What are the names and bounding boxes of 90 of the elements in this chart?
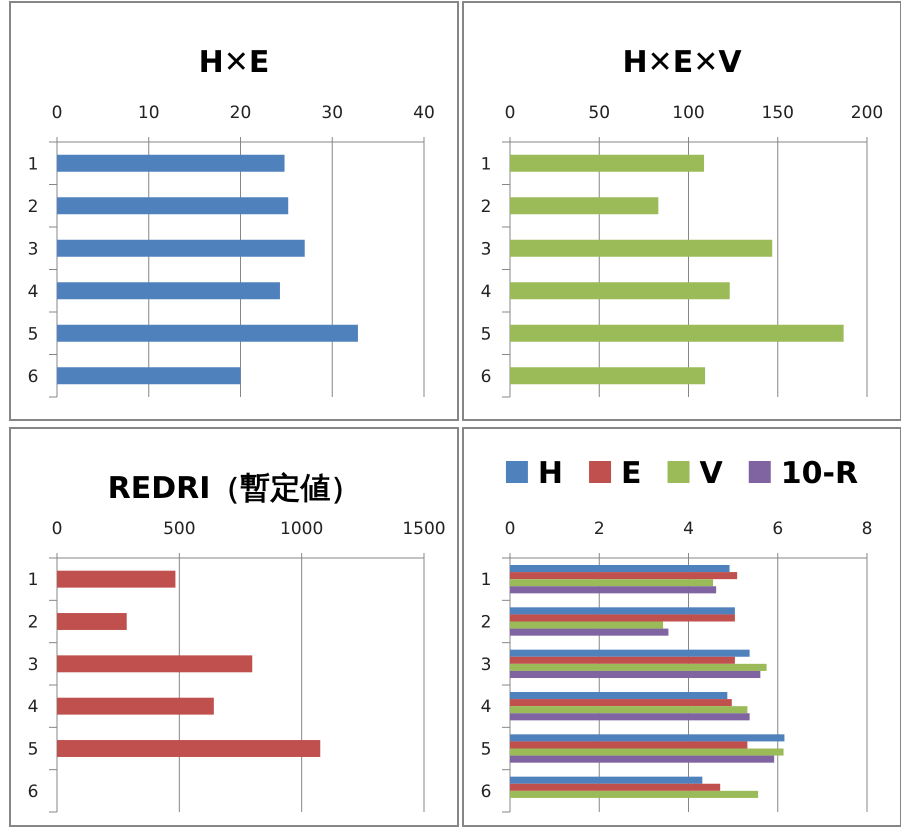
y-tick-label: 5 [480,324,492,344]
bar [510,790,758,798]
x-tick-label: 150 [762,103,794,123]
bar [510,713,750,720]
x-tick-label: 6 [772,519,784,539]
x-tick-label: 1500 [402,519,446,539]
bar [510,628,668,636]
x-tick-label: 8 [862,519,872,539]
bar [510,692,728,700]
x-tick-label: 500 [163,519,196,539]
x-tick-label: 0 [52,103,62,123]
x-tick-label: 40 [413,103,435,123]
bar [510,656,735,664]
bar [57,240,305,257]
bar [510,572,738,580]
y-tick-label: 2 [28,612,38,632]
y-tick-label: 2 [480,196,492,217]
bar [510,664,767,671]
bar [57,698,214,715]
legend-label: 10-R [780,456,858,491]
bar [510,741,748,748]
x-tick-label: 2 [594,519,605,539]
y-tick-label: 5 [28,740,38,760]
bar [57,740,320,757]
bar [510,586,716,594]
bar [510,650,750,657]
y-tick-label: 1 [480,570,492,590]
y-tick-label: 1 [480,154,492,174]
y-tick-label: 4 [28,697,38,718]
y-tick-label: 4 [480,697,492,718]
y-tick-label: 2 [480,612,492,632]
x-tick-label: 1000 [280,519,324,539]
x-tick-label: 0 [504,103,516,123]
y-tick-label: 3 [28,239,38,260]
y-tick-label: 1 [28,154,38,174]
bar [510,367,706,384]
x-tick-label: 200 [850,103,884,123]
chart-title: REDRI（暫定値） [108,471,360,506]
bar [510,748,784,756]
x-tick-label: 10 [138,103,160,123]
y-tick-label: 6 [480,782,492,802]
bar [57,154,285,172]
legend-label: V [700,456,724,491]
y-tick-label: 3 [28,654,38,675]
chart-title: H✕E✕V [622,45,742,80]
x-tick-label: 50 [588,103,610,123]
bar [510,607,735,614]
bar [510,734,784,742]
x-tick-label: 30 [321,103,344,123]
y-tick-label: 6 [28,366,38,387]
bar [510,706,748,714]
bar [57,613,127,630]
bar [57,367,240,384]
bar [510,564,730,572]
x-tick-label: 0 [52,519,62,539]
bar [510,614,735,622]
y-tick-label: 6 [28,782,38,802]
bar [510,756,774,763]
y-tick-label: 4 [480,282,492,302]
bar [510,670,760,678]
y-tick-label: 2 [28,196,38,217]
bar [57,197,288,214]
bar [510,776,702,784]
y-tick-label: 5 [28,324,38,344]
x-tick-label: 20 [230,103,252,123]
bar [510,154,704,172]
y-tick-label: 6 [480,366,492,387]
bar [510,784,720,791]
x-tick-label: 0 [504,519,516,539]
bar [57,655,252,672]
bar [510,197,658,214]
legend-label: H [538,456,564,491]
y-tick-label: 5 [480,740,492,760]
bar [510,324,844,342]
x-tick-label: 100 [672,103,705,123]
bar [57,570,176,588]
bar [510,699,732,706]
bar [57,282,280,300]
bar [510,579,714,586]
bar [510,282,730,300]
bar [57,324,358,342]
x-tick-label: 4 [683,519,694,539]
bar [510,622,664,629]
y-tick-label: 4 [28,282,38,302]
y-tick-label: 1 [28,570,38,590]
chart-title: H✕E [198,45,270,80]
legend-label: E [621,456,642,491]
y-tick-label: 3 [480,239,492,260]
y-tick-label: 3 [480,654,492,675]
bar [510,240,772,257]
